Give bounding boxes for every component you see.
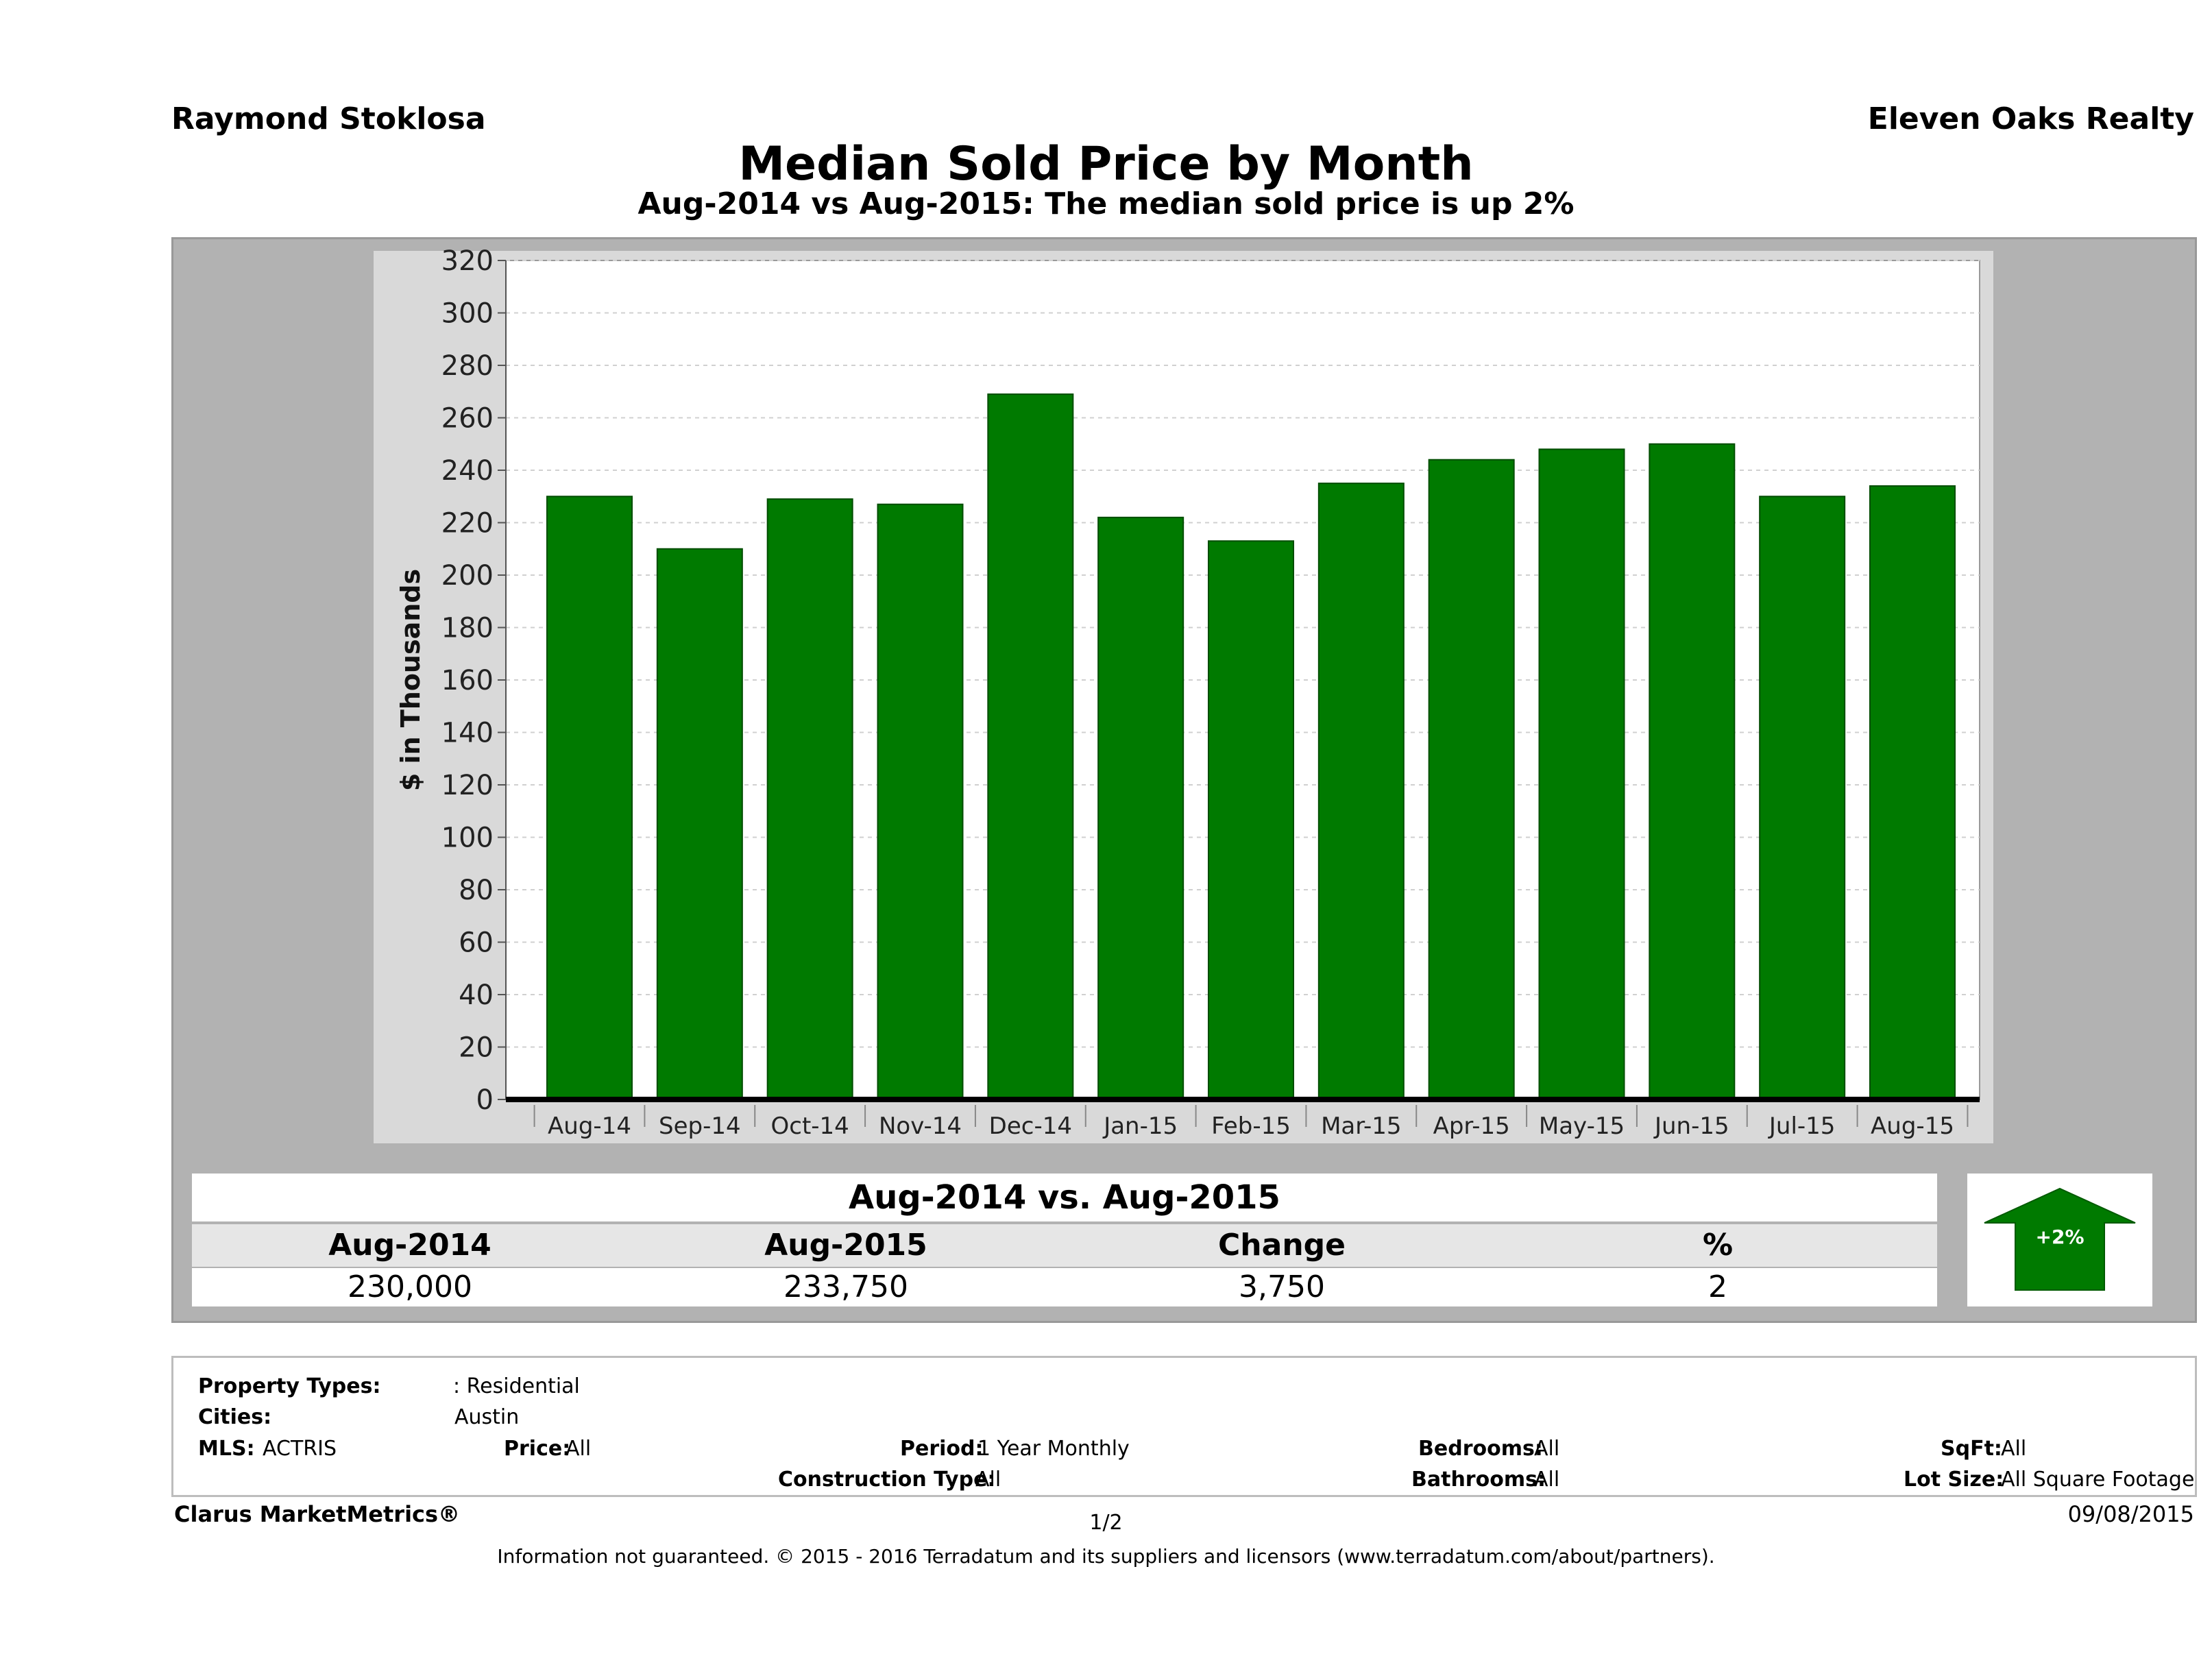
mls-value: ACTRIS	[263, 1437, 337, 1461]
x-tick-label: Aug-14	[548, 1112, 631, 1140]
lot-size-label: Lot Size:	[1904, 1468, 2004, 1492]
x-tick-label: Sep-14	[659, 1112, 741, 1140]
x-tick-label: Feb-15	[1211, 1112, 1291, 1140]
property-types-value: : Residential	[453, 1374, 580, 1398]
property-types-label: Property Types:	[198, 1374, 381, 1398]
x-tick-label: Apr-15	[1433, 1112, 1510, 1140]
bar-mar-15	[1317, 483, 1405, 1100]
bar-dec-14	[987, 393, 1074, 1101]
comparison-header-aug-2015: Aug-2015	[764, 1228, 927, 1263]
x-tick-label: May-15	[1539, 1112, 1625, 1140]
bar-chart: 0 20 40 60 80 100 120 140 160 180 200 220 240 260 280 3…	[396, 245, 1980, 1140]
comparison-value-change: 3,750	[1239, 1269, 1325, 1304]
sqft-label: SqFt:	[1941, 1437, 2002, 1461]
bar-jan-15	[1097, 516, 1184, 1100]
x-tick-label: Mar-15	[1321, 1112, 1402, 1140]
cities-label: Cities:	[198, 1405, 272, 1429]
comparison-value-percent: 2	[1708, 1269, 1727, 1304]
y-tick-label: 100	[441, 823, 494, 854]
y-tick-label: 20	[459, 1032, 494, 1064]
comparison-title: Aug-2014 vs. Aug-2015	[192, 1174, 1937, 1221]
y-tick-label: 260	[441, 403, 494, 435]
change-badge-label: +2%	[2035, 1226, 2085, 1248]
bar-aug-15	[1869, 485, 1956, 1100]
footer-date: 09/08/2015	[2067, 1501, 2194, 1527]
bar-aug-14	[546, 496, 633, 1100]
comparison-value-row: 230,000 233,750 3,750 2	[192, 1268, 1937, 1306]
bedrooms-value: All	[1534, 1437, 1560, 1461]
bar-jul-15	[1759, 496, 1846, 1100]
bar-apr-15	[1428, 459, 1515, 1100]
footer-legal: Information not guaranteed. © 2015 - 201…	[497, 1545, 1715, 1568]
bathrooms-label: Bathrooms:	[1411, 1468, 1546, 1492]
y-tick-label: 140	[441, 718, 494, 749]
x-tick-label: Oct-14	[771, 1112, 849, 1140]
mls-label: MLS:	[198, 1437, 255, 1461]
y-tick-label: 180	[441, 613, 494, 644]
construction-type-value: All	[975, 1468, 1001, 1492]
comparison-header-aug-2014: Aug-2014	[328, 1228, 491, 1263]
period-label: Period:	[900, 1437, 984, 1461]
y-tick-label: 60	[459, 927, 494, 959]
y-tick-label: 300	[441, 298, 494, 330]
y-tick-label: 40	[459, 980, 494, 1011]
x-tick-label: Jul-15	[1768, 1112, 1836, 1140]
x-tick-label: Aug-15	[1871, 1112, 1954, 1140]
agent-name: Raymond Stoklosa	[171, 101, 486, 136]
x-tick-label: Jun-15	[1653, 1112, 1729, 1140]
chart-title: Median Sold Price by Month	[738, 137, 1474, 191]
x-tick-label: Jan-15	[1102, 1112, 1178, 1140]
y-tick-label: 220	[441, 508, 494, 539]
brokerage-name: Eleven Oaks Realty	[1867, 101, 2194, 136]
sqft-value: All	[2001, 1437, 2027, 1461]
comparison-header-percent: %	[1702, 1228, 1734, 1263]
comparison-value-aug-2014: 230,000	[348, 1269, 472, 1304]
up-arrow-icon	[1984, 1187, 2136, 1291]
y-tick-label: 280	[441, 350, 494, 382]
bar-sep-14	[656, 548, 743, 1100]
y-tick-label: 0	[476, 1084, 494, 1116]
comparison-value-aug-2015: 233,750	[783, 1269, 908, 1304]
change-badge	[1967, 1174, 2152, 1306]
chart-subtitle: Aug-2014 vs Aug-2015: The median sold pr…	[637, 186, 1575, 221]
footer-brand: Clarus MarketMetrics®	[174, 1501, 461, 1527]
y-tick-label: 160	[441, 665, 494, 696]
price-label: Price:	[504, 1437, 571, 1461]
period-value: 1 Year Monthly	[977, 1437, 1130, 1461]
y-tick-label: 80	[459, 875, 494, 906]
comparison-header-change: Change	[1218, 1228, 1346, 1263]
bedrooms-label: Bedrooms:	[1418, 1437, 1543, 1461]
cities-value: Austin	[454, 1405, 520, 1429]
bathrooms-value: All	[1534, 1468, 1560, 1492]
construction-type-label: Construction Type:	[778, 1468, 996, 1492]
lot-size-value: All Square Footage	[2001, 1468, 2195, 1492]
footer-page-number: 1/2	[1089, 1511, 1123, 1535]
filters-panel: Property Types: : Residential Cities: Au…	[171, 1356, 2197, 1497]
bar-feb-15	[1208, 540, 1294, 1100]
bar-jun-15	[1649, 443, 1736, 1100]
y-tick-label: 200	[441, 560, 494, 592]
bar-may-15	[1538, 448, 1625, 1100]
price-value: All	[566, 1437, 592, 1461]
bar-oct-14	[766, 498, 853, 1100]
y-tick-label: 120	[441, 770, 494, 801]
y-tick-label: 240	[441, 455, 494, 487]
bar-nov-14	[877, 503, 964, 1100]
y-axis-label: $ in Thousands	[396, 569, 426, 791]
comparison-header-row: Aug-2014 Aug-2015 Change %	[192, 1224, 1937, 1267]
y-tick-label: 320	[441, 245, 494, 277]
x-tick-label: Dec-14	[989, 1112, 1072, 1140]
x-tick-label: Nov-14	[879, 1112, 962, 1140]
